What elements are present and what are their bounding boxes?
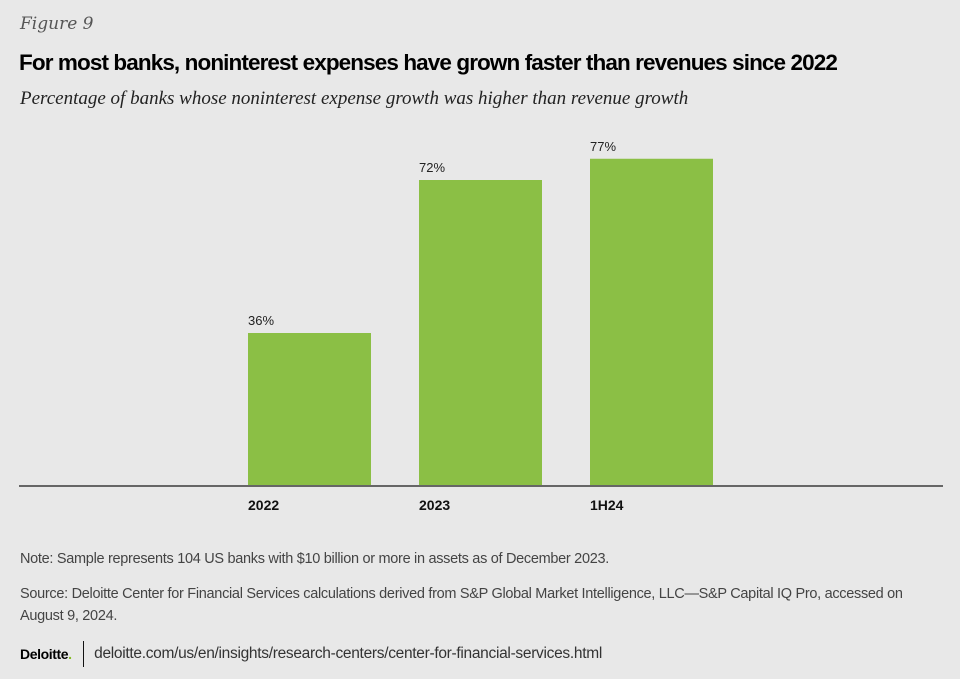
- data-label-1h24: 77%: [590, 139, 616, 154]
- chart-subtitle: Percentage of banks whose noninterest ex…: [20, 88, 689, 109]
- x-tick-label-1h24: 1H24: [590, 497, 624, 513]
- bars-group: [248, 158, 713, 486]
- logo-dot: .: [68, 646, 72, 662]
- footer: Deloitte. deloitte.com/us/en/insights/re…: [20, 641, 602, 667]
- deloitte-logo: Deloitte.: [20, 646, 72, 662]
- footer-url[interactable]: deloitte.com/us/en/insights/research-cen…: [94, 645, 602, 662]
- x-tick-label-2022: 2022: [248, 497, 279, 513]
- logo-text: Deloitte: [20, 646, 69, 662]
- figure-label: Figure 9: [20, 14, 94, 34]
- data-label-2022: 36%: [248, 313, 274, 328]
- chart-note: Note: Sample represents 104 US banks wit…: [20, 551, 609, 567]
- bar-1h24: [590, 158, 713, 486]
- bar-2023: [419, 180, 542, 486]
- x-tick-label-2023: 2023: [419, 497, 450, 513]
- data-label-2023: 72%: [419, 160, 445, 175]
- bar-2022: [248, 333, 371, 486]
- chart-title: For most banks, noninterest expenses hav…: [19, 50, 838, 75]
- x-tick-labels-group: 2022 2023 1H24: [248, 497, 624, 513]
- chart-source: Source: Deloitte Center for Financial Se…: [20, 586, 903, 624]
- data-labels-group: 36% 72% 77%: [248, 139, 616, 328]
- bar-chart: 36% 72% 77% 2022 2023 1H24: [19, 139, 943, 513]
- footer-divider: [82, 641, 85, 667]
